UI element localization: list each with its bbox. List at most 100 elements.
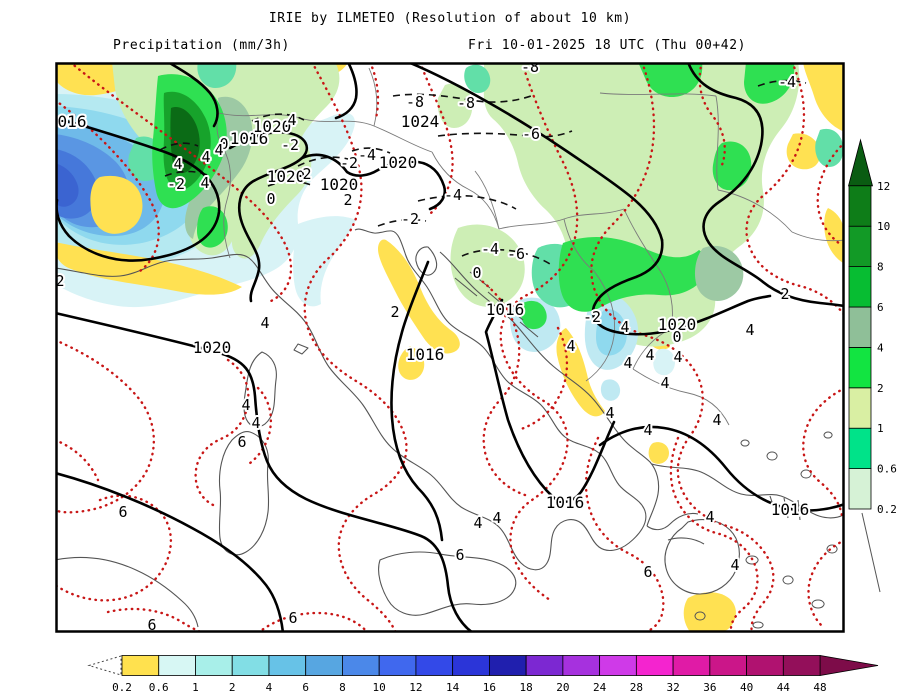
rain-scale-cell <box>121 655 160 676</box>
map-label: 1016 <box>771 500 810 519</box>
snow-scale-tick: 0.6 <box>877 463 897 476</box>
map-label: 6 <box>643 563 652 581</box>
rain-scale-cell <box>672 655 711 676</box>
rain-scale-cell <box>709 655 747 676</box>
rain-scale-tick: 18 <box>520 681 533 694</box>
map-label: 1020 <box>253 117 292 136</box>
map-label: 2 <box>302 165 311 183</box>
rain-scale-cell <box>599 655 637 676</box>
snow-scale-cell <box>848 185 872 227</box>
map-label: -2 <box>401 210 419 228</box>
rain-scale-left-arrow <box>87 655 122 676</box>
snow-scale-cell <box>848 346 872 389</box>
rain-scale-cell <box>782 655 821 676</box>
map-label: 2 <box>55 272 64 290</box>
field-label: Precipitation (mm/3h) <box>113 38 290 53</box>
map-label: -2 <box>167 175 185 193</box>
map-label: 1016 <box>546 493 585 512</box>
coastlines <box>56 228 844 629</box>
map-label: 4 <box>643 421 652 439</box>
map-label: 6 <box>288 609 297 627</box>
snow-scale-cell <box>848 266 872 308</box>
rain-scale-cell <box>305 655 343 676</box>
map-label: 4 <box>287 111 296 129</box>
map-label: -4 <box>358 146 376 164</box>
snow-scale-cells <box>848 185 872 510</box>
rain-scale-tick: 0.6 <box>149 681 169 694</box>
country-borders <box>216 67 844 426</box>
map-label: 4 <box>705 508 714 526</box>
rain-scale-tick: 14 <box>446 681 460 694</box>
rain-scale-tick: 10 <box>373 681 386 694</box>
map-label: 4 <box>712 411 721 429</box>
snow-scale-tick: 8 <box>877 261 884 274</box>
map-label: 6 <box>455 546 464 564</box>
map-label: 1020 <box>320 175 359 194</box>
snow-scale-cell <box>848 427 872 470</box>
map-label: 4 <box>473 514 482 532</box>
map-label: 4 <box>201 148 210 166</box>
map-label: 1016 <box>406 345 445 364</box>
rain-scale-right-arrow <box>819 655 879 676</box>
map-label: 4 <box>251 414 260 432</box>
rain-scale-cell <box>268 655 307 676</box>
rain-scale-tick: 28 <box>630 681 643 694</box>
map-label: -6 <box>522 125 540 143</box>
map-label: 1016 <box>486 300 525 319</box>
map-label: -2 <box>340 154 358 172</box>
snow-scale-tick: 1 <box>877 422 884 435</box>
page-title: IRIE by ILMETEO (Resolution of about 10 … <box>268 11 632 26</box>
map-label: 4 <box>492 509 501 527</box>
rain-scale-tick: 40 <box>740 681 753 694</box>
rain-scale-tick: 1 <box>192 681 199 694</box>
map-label: 4 <box>566 337 575 355</box>
rain-scale-tick: 44 <box>777 681 791 694</box>
map-label: 1016 <box>230 129 269 148</box>
map-label: 6 <box>118 503 127 521</box>
snow-scale-tick: 4 <box>877 341 884 354</box>
rain-scale-tick: 8 <box>339 681 346 694</box>
rain-scale-tick: 24 <box>593 681 607 694</box>
map-label: -8 <box>521 58 539 76</box>
map-label: -8 <box>457 94 475 112</box>
rain-scale-tick: 12 <box>409 681 422 694</box>
map-label: 4 <box>745 321 754 339</box>
map-label: 4 <box>605 404 614 422</box>
map-label: 4 <box>730 556 739 574</box>
map-label: 6 <box>147 616 156 634</box>
rain-scale-cell <box>562 655 601 676</box>
rain-scale-cell <box>525 655 564 676</box>
map-label: 6 <box>237 433 246 451</box>
map-label: 0 <box>266 190 275 208</box>
rain-scale-tick: 4 <box>266 681 273 694</box>
map-label: -2 <box>583 308 601 326</box>
map-label: -4 <box>444 186 462 204</box>
snow-scale-cell <box>848 468 872 510</box>
map-label: 1024 <box>401 112 440 131</box>
snow-scale-tick: 2 <box>877 382 884 395</box>
rain-scale-cell <box>378 655 417 676</box>
rain-scale-cell <box>415 655 454 676</box>
map-label: 2 <box>390 303 399 321</box>
temperature-contours-red <box>56 63 844 632</box>
rain-scale: 0.2 0.6 1 2 4 6 8 10 12 14 16 18 20 24 28 32 36 40 44 48 <box>87 655 879 694</box>
rain-scale-tick: 2 <box>229 681 236 694</box>
map-frame <box>55 62 845 633</box>
map-label: 2 <box>780 285 789 303</box>
rain-scale-cell <box>746 655 784 676</box>
rain-scale-cell <box>488 655 527 676</box>
snow-scale-tick: 12 <box>877 180 890 193</box>
map-label: 4 <box>623 354 632 372</box>
rain-scale-cells <box>121 655 821 676</box>
map-label: 4 <box>645 346 654 364</box>
snow-scale-tick: 6 <box>877 301 884 314</box>
snow-scale-cell <box>848 225 872 267</box>
snow-scale-tick: 0.2 <box>877 503 897 516</box>
rain-scale-labels: 0.2 0.6 1 2 4 6 8 10 12 14 16 18 20 24 28 32 36 40 44 48 <box>112 681 827 694</box>
map-label: 4 <box>620 318 629 336</box>
